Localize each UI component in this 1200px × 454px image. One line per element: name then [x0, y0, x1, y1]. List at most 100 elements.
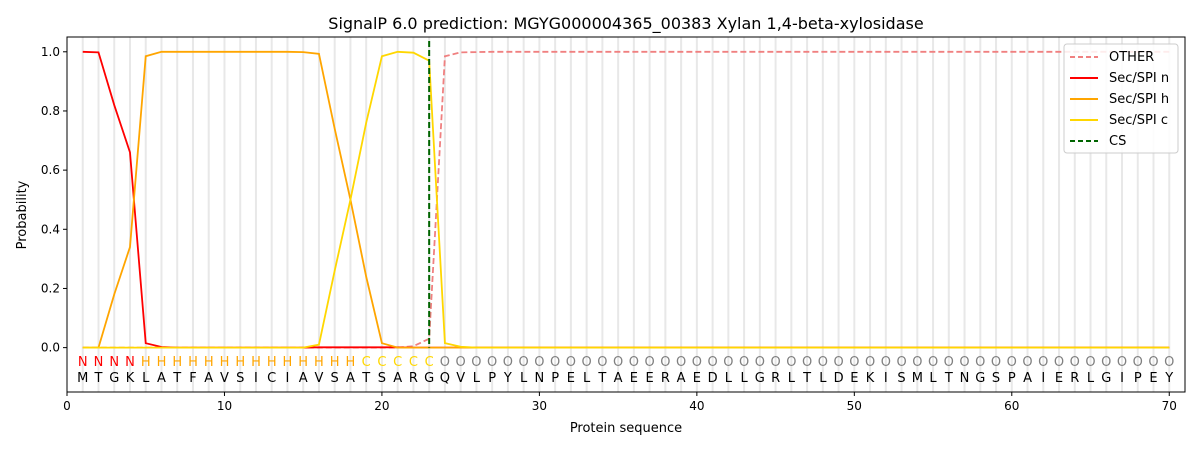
- y-tick-label: 1.0: [41, 45, 60, 59]
- y-tick-label: 0.0: [41, 341, 60, 355]
- region-label: H: [330, 355, 340, 370]
- legend-label: OTHER: [1109, 50, 1154, 65]
- region-label: N: [125, 355, 135, 370]
- region-label: O: [944, 355, 954, 370]
- region-label: O: [471, 355, 481, 370]
- series-line-sec-spi-c: [82, 50, 1170, 349]
- region-label: H: [204, 355, 214, 370]
- legend-label: Sec/SPI h: [1109, 92, 1169, 107]
- x-tick-label: 20: [374, 399, 389, 413]
- region-label: N: [94, 355, 104, 370]
- region-label: H: [157, 355, 167, 370]
- region-label: H: [346, 355, 356, 370]
- region-label: H: [314, 355, 324, 370]
- series-line-sec-spi-h: [82, 50, 1170, 349]
- legend-label: Sec/SPI n: [1109, 71, 1169, 86]
- region-label: H: [172, 355, 182, 370]
- region-label: C: [362, 355, 371, 370]
- region-label: O: [975, 355, 985, 370]
- region-label: O: [629, 355, 639, 370]
- region-label: O: [660, 355, 670, 370]
- region-label: O: [692, 355, 702, 370]
- region-label: O: [582, 355, 592, 370]
- region-label: O: [456, 355, 466, 370]
- region-label: C: [425, 355, 434, 370]
- region-label: O: [991, 355, 1001, 370]
- legend-label: Sec/SPI c: [1109, 113, 1168, 128]
- region-label: O: [1101, 355, 1111, 370]
- x-axis-label: Protein sequence: [570, 421, 682, 436]
- region-label: O: [503, 355, 513, 370]
- region-label: O: [755, 355, 765, 370]
- region-label: N: [109, 355, 119, 370]
- region-label: O: [676, 355, 686, 370]
- legend-label: CS: [1109, 134, 1126, 149]
- y-tick-label: 0.4: [41, 222, 60, 236]
- region-label: O: [739, 355, 749, 370]
- region-label: O: [1038, 355, 1048, 370]
- region-label: O: [519, 355, 529, 370]
- region-label: O: [849, 355, 859, 370]
- region-label: O: [802, 355, 812, 370]
- region-label: O: [566, 355, 576, 370]
- region-label: H: [251, 355, 261, 370]
- x-tick-label: 40: [689, 399, 704, 413]
- region-label: H: [235, 355, 245, 370]
- region-label: O: [534, 355, 544, 370]
- region-label: O: [833, 355, 843, 370]
- y-tick-label: 0.6: [41, 163, 60, 177]
- region-label: O: [1148, 355, 1158, 370]
- plot-frame: [66, 36, 1186, 393]
- region-label: O: [1085, 355, 1095, 370]
- region-label: O: [550, 355, 560, 370]
- region-label: O: [1117, 355, 1127, 370]
- region-label: O: [865, 355, 875, 370]
- region-label: O: [881, 355, 891, 370]
- region-label: O: [1007, 355, 1017, 370]
- y-tick-label: 0.8: [41, 104, 60, 118]
- series-line-sec-spi-n: [82, 50, 1170, 349]
- region-label: N: [78, 355, 88, 370]
- region-label: H: [283, 355, 293, 370]
- x-tick-label: 0: [63, 399, 71, 413]
- residue-sequence: MTGKLATFAVSICIAVSATSARGQVLPYLNPELTAEERAE…: [77, 371, 1173, 386]
- region-label: O: [770, 355, 780, 370]
- x-tick-label: 50: [847, 399, 862, 413]
- region-label: O: [645, 355, 655, 370]
- y-axis-label: Probability: [15, 180, 30, 249]
- region-label: O: [1070, 355, 1080, 370]
- x-tick-label: 30: [532, 399, 547, 413]
- region-label: H: [267, 355, 277, 370]
- region-label: O: [613, 355, 623, 370]
- region-label: O: [959, 355, 969, 370]
- region-label: H: [141, 355, 151, 370]
- region-label: O: [1164, 355, 1174, 370]
- region-label: O: [912, 355, 922, 370]
- region-label: O: [723, 355, 733, 370]
- region-label: O: [1133, 355, 1143, 370]
- series-line-other: [82, 50, 1170, 349]
- x-tick-label: 70: [1162, 399, 1177, 413]
- region-label: O: [786, 355, 796, 370]
- region-label: O: [818, 355, 828, 370]
- region-label: O: [487, 355, 497, 370]
- x-tick-label: 60: [1004, 399, 1019, 413]
- region-label: H: [188, 355, 198, 370]
- chart-title: SignalP 6.0 prediction: MGYG000004365_00…: [328, 14, 923, 34]
- legend-box: [1063, 43, 1179, 154]
- region-label: O: [1054, 355, 1064, 370]
- region-label: O: [1022, 355, 1032, 370]
- region-label: O: [597, 355, 607, 370]
- region-label: H: [298, 355, 308, 370]
- region-label: C: [377, 355, 386, 370]
- region-label: C: [409, 355, 418, 370]
- y-tick-label: 0.2: [41, 281, 60, 295]
- region-label: O: [928, 355, 938, 370]
- region-label: O: [440, 355, 450, 370]
- region-label: O: [896, 355, 906, 370]
- region-label: C: [393, 355, 402, 370]
- region-label: O: [707, 355, 717, 370]
- region-label: H: [220, 355, 230, 370]
